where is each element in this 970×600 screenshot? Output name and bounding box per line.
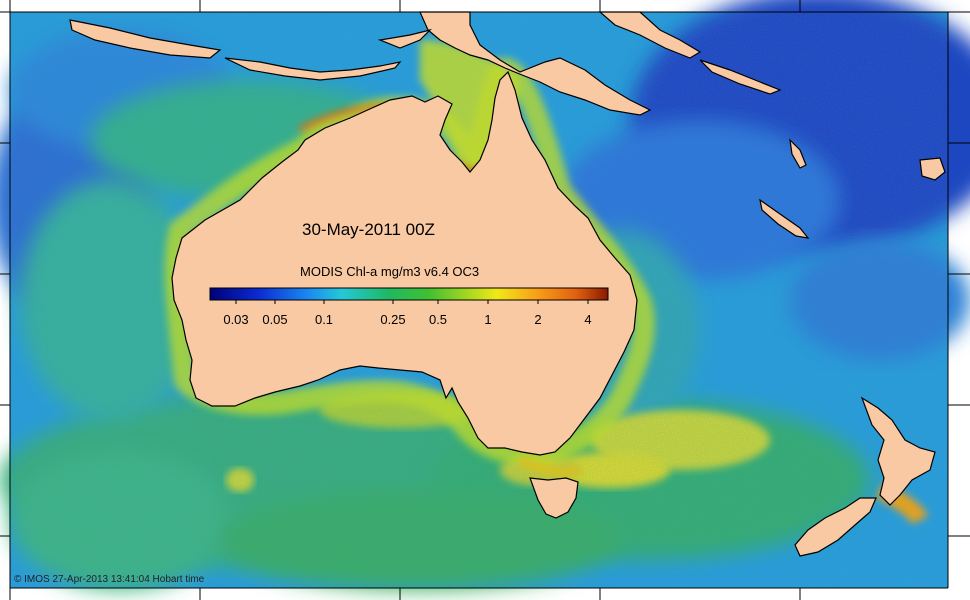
nz-south-island bbox=[794, 497, 877, 557]
colorbar-tick-label: 4 bbox=[584, 312, 592, 327]
fiji-islands bbox=[919, 157, 946, 181]
colorbar-tick-label: 0.05 bbox=[262, 312, 288, 327]
solomon-islands bbox=[699, 59, 782, 95]
lesser-sunda-islands bbox=[224, 57, 402, 81]
colorbar-gradient bbox=[209, 287, 609, 301]
date-label: 30-May-2011 00Z bbox=[302, 220, 435, 239]
colorbar-tick-label: 0.1 bbox=[314, 312, 334, 327]
new-guinea-landmass bbox=[419, 11, 652, 116]
colorbar-tick-label: 2 bbox=[534, 312, 542, 327]
colorbar-tick-label: 0.5 bbox=[428, 312, 448, 327]
colorbar-title: MODIS Chl-a mg/m3 v6.4 OC3 bbox=[300, 264, 480, 279]
nz-north-island bbox=[860, 396, 936, 506]
colorbar-tick-label: 1 bbox=[484, 312, 492, 327]
land-layer bbox=[69, 11, 946, 557]
australia-landmass bbox=[171, 70, 638, 456]
sulawesi-landmass bbox=[598, 11, 702, 59]
java-landmass bbox=[69, 19, 222, 59]
colorbar bbox=[209, 287, 609, 304]
new-caledonia-landmass bbox=[759, 198, 810, 239]
colorbar-tick-label: 0.25 bbox=[380, 312, 406, 327]
colorbar-tick-label: 0.03 bbox=[223, 312, 249, 327]
tasmania-landmass bbox=[529, 477, 579, 519]
credit-text: © IMOS 27-Apr-2013 13:41:04 Hobart time bbox=[14, 574, 205, 585]
timor-landmass bbox=[377, 28, 432, 49]
vanuatu-islands bbox=[789, 138, 807, 169]
